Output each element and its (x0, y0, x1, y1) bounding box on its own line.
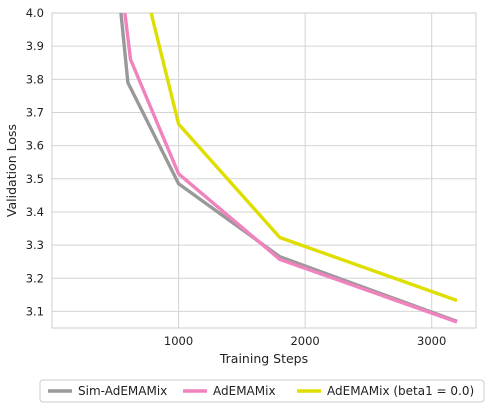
y-tick-label: 3.7 (26, 105, 44, 119)
y-tick-label: 3.1 (26, 304, 44, 318)
grid (52, 12, 476, 328)
y-tick-label: 3.5 (26, 172, 44, 186)
x-tick-label: 3000 (417, 334, 446, 348)
legend: Sim-AdEMAMix AdEMAMix AdEMAMix (beta1 = 0.… (39, 379, 485, 403)
x-tick-label: 1000 (164, 334, 193, 348)
legend-entry-label: AdEMAMix (beta1 = 0.0) (327, 384, 474, 398)
legend-entry-label: Sim-AdEMAMix (78, 384, 167, 398)
y-tick-label: 3.3 (26, 238, 44, 252)
legend-entry-label: AdEMAMix (213, 384, 276, 398)
y-tick-label: 3.6 (26, 139, 44, 153)
tick-labels: 3.1 3.2 3.3 3.4 3.5 3.6 3.7 3.8 3.9 4.0 1000 2000 30… (26, 6, 447, 348)
series-line-1 (119, 13, 458, 323)
y-axis-label: Validation Loss (4, 124, 19, 217)
series-line-3 (149, 13, 458, 303)
legend-box (39, 379, 485, 403)
series-line-2 (123, 13, 458, 324)
y-tick-label: 3.8 (26, 72, 44, 86)
series-lines (119, 13, 458, 324)
y-tick-label: 3.4 (26, 205, 44, 219)
y-tick-label: 3.2 (26, 271, 44, 285)
y-tick-label: 3.9 (26, 39, 44, 53)
x-tick-label: 2000 (290, 334, 319, 348)
plot-area (51, 12, 477, 329)
y-tick-label: 4.0 (26, 6, 44, 20)
x-axis-label: Training Steps (219, 351, 308, 366)
